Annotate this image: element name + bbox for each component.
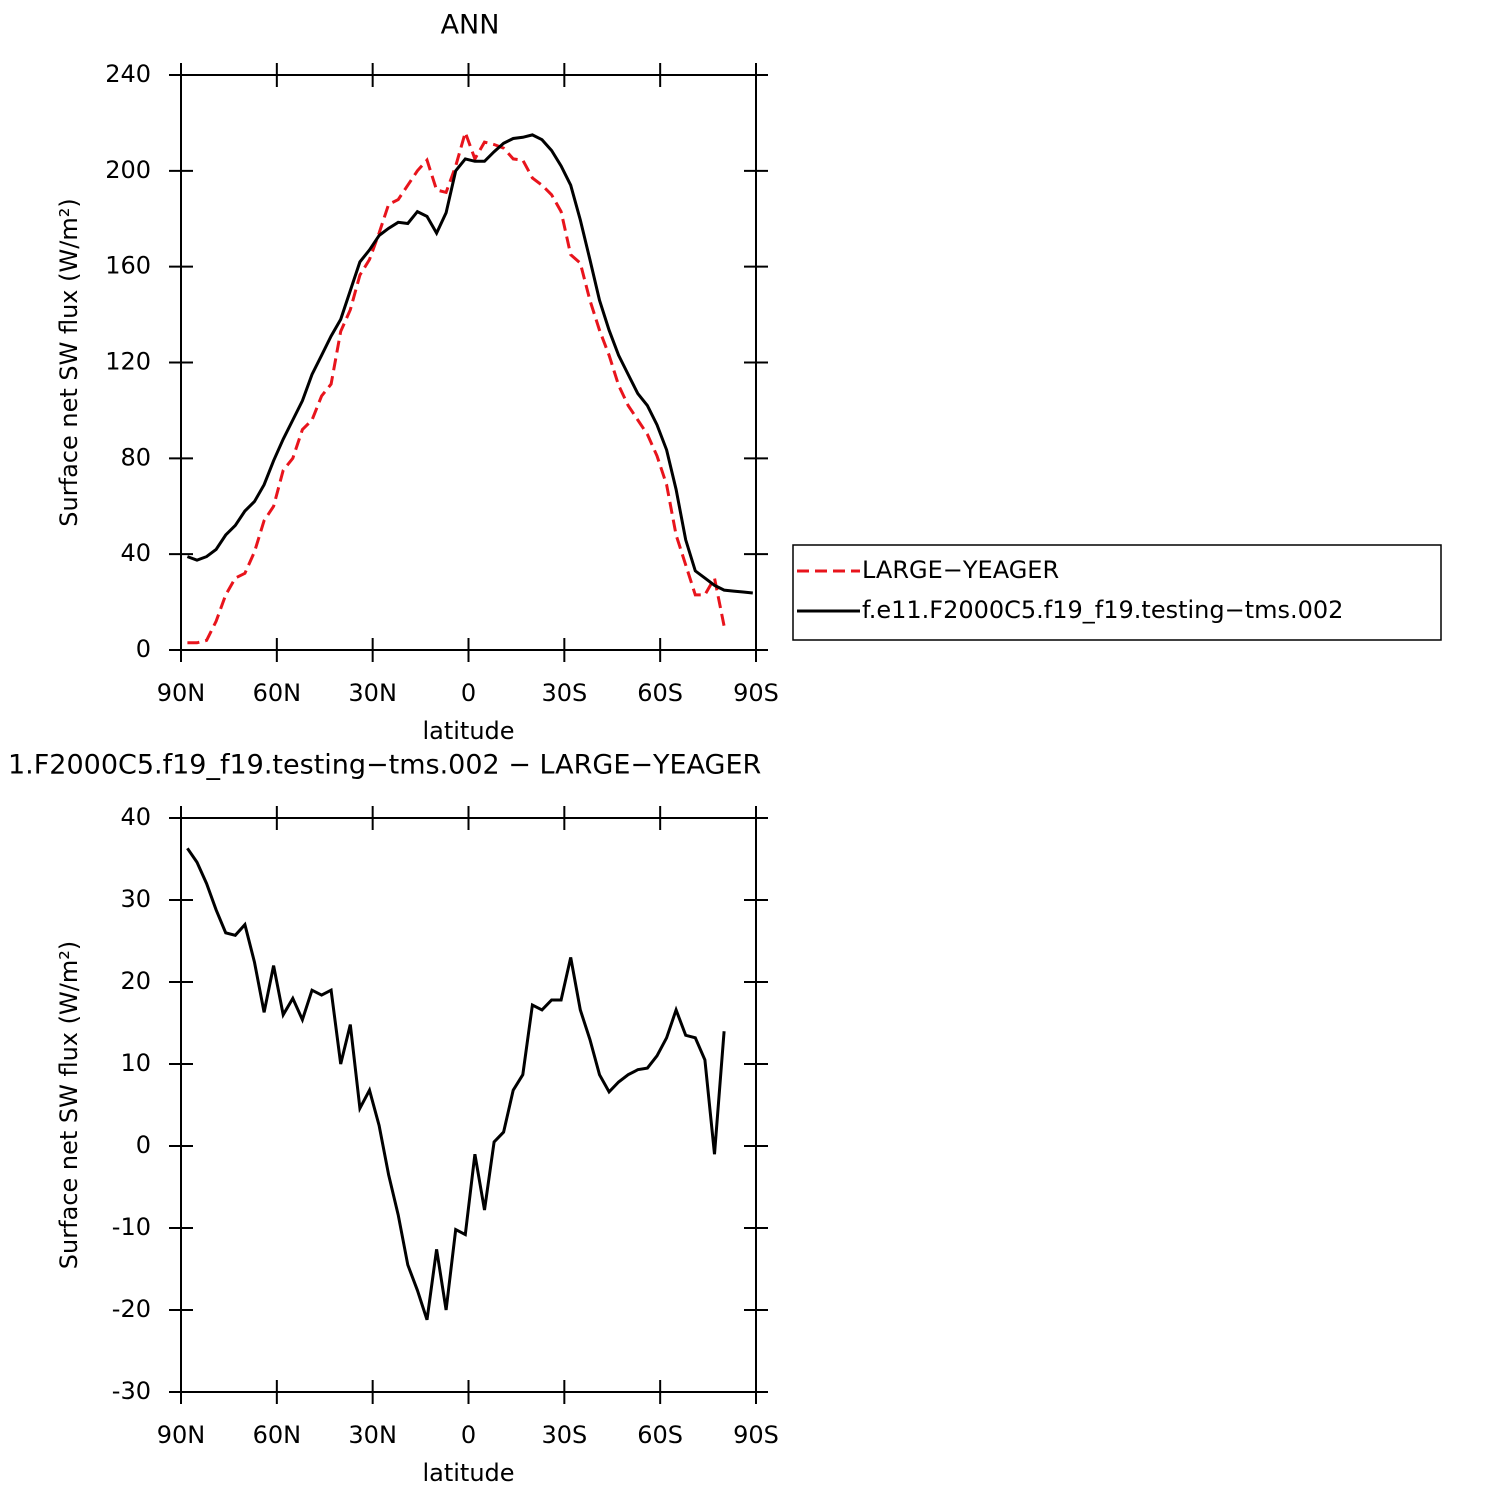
x-tick-label: 90S <box>733 679 779 707</box>
chart-title: ANN <box>441 10 500 41</box>
x-tick-label: 0 <box>461 679 476 707</box>
y-axis-label: Surface net SW flux (W/m²) <box>55 198 83 526</box>
x-tick-label: 60S <box>637 679 683 707</box>
y-tick-label: 120 <box>105 348 151 376</box>
y-tick-label: -30 <box>112 1377 151 1405</box>
x-tick-label: 60N <box>253 679 302 707</box>
y-axis-label: Surface net SW flux (W/m²) <box>55 941 83 1269</box>
y-tick-label: 30 <box>120 885 151 913</box>
x-tick-label: 90N <box>157 679 206 707</box>
data-line <box>186 133 753 595</box>
y-tick-label: 200 <box>105 156 151 184</box>
y-tick-label: 20 <box>120 967 151 995</box>
plot-frame <box>180 817 757 1393</box>
x-tick-label: 90S <box>733 1421 779 1449</box>
x-tick-label: 0 <box>461 1421 476 1449</box>
legend: LARGE−YEAGER f.e11.F2000C5.f19_f19.testin… <box>792 544 1442 641</box>
x-tick-label: 30N <box>348 1421 397 1449</box>
x-axis-label: latitude <box>422 717 514 745</box>
x-axis-label: latitude <box>422 1459 514 1487</box>
y-tick-label: 80 <box>120 443 151 471</box>
data-line <box>186 847 726 1321</box>
y-tick-label: 0 <box>136 635 151 663</box>
x-tick-label: 30N <box>348 679 397 707</box>
chart-title: 1.F2000C5.f19_f19.testing−tms.002 − LARG… <box>8 750 761 781</box>
y-tick-label: -10 <box>112 1213 151 1241</box>
legend-label: f.e11.F2000C5.f19_f19.testing−tms.002 <box>862 596 1343 624</box>
x-tick-label: 30S <box>541 679 587 707</box>
legend-box <box>792 544 1442 641</box>
x-tick-label: 90N <box>157 1421 206 1449</box>
y-tick-label: 0 <box>136 1131 151 1159</box>
y-tick-label: 40 <box>120 803 151 831</box>
y-tick-label: 10 <box>120 1049 151 1077</box>
data-line <box>187 127 726 645</box>
plot-frame <box>180 74 757 651</box>
chart-panel: 1.F2000C5.f19_f19.testing−tms.002 − LARG… <box>8 750 779 1488</box>
y-tick-label: 40 <box>120 539 151 567</box>
x-tick-label: 60S <box>637 1421 683 1449</box>
chart-panel: ANN latitude Surface net SW flux (W/m²) 0 40… <box>55 10 1442 745</box>
y-tick-label: 240 <box>105 60 151 88</box>
y-tick-label: 160 <box>105 252 151 280</box>
legend-label: LARGE−YEAGER <box>862 556 1059 584</box>
x-tick-label: 60N <box>253 1421 302 1449</box>
x-tick-label: 30S <box>541 1421 587 1449</box>
y-tick-label: -20 <box>112 1295 151 1323</box>
